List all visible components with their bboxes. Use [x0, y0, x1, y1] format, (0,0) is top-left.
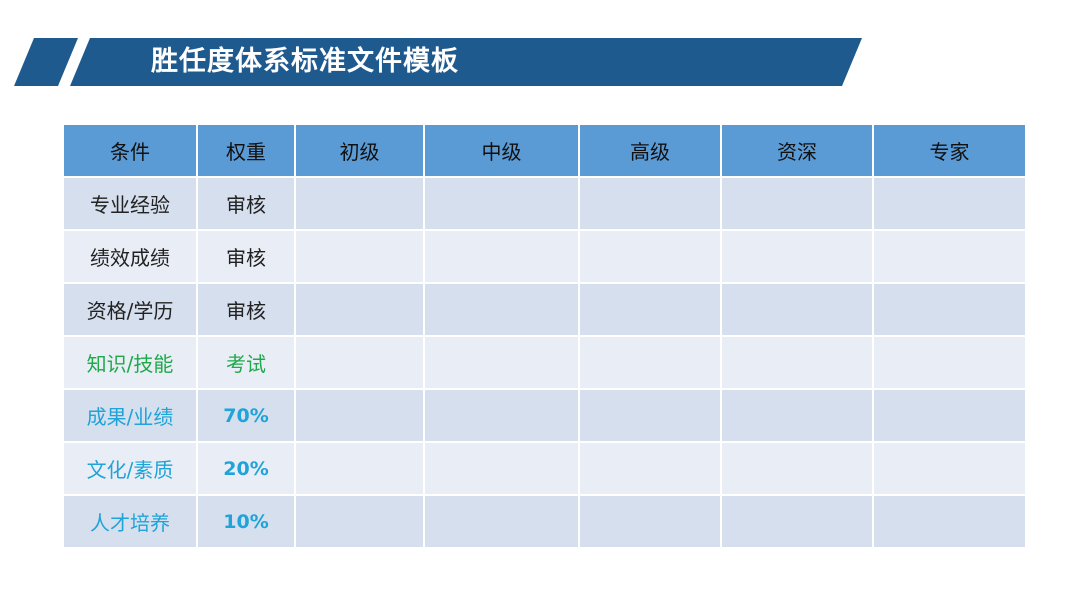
- level-cell: [720, 282, 874, 337]
- level-cell: [423, 176, 580, 231]
- row-condition-label: 文化/素质: [62, 441, 198, 496]
- competency-table: 条件 权重 初级 中级 高级 资深 专家 专业经验 审核 绩效成绩 审核 资格/学历 审核…: [62, 123, 1027, 549]
- level-cell: [294, 282, 425, 337]
- level-cell: [578, 441, 722, 496]
- table-header-row: 条件 权重 初级 中级 高级 资深 专家: [62, 123, 1027, 178]
- row-weight-value: 考试: [196, 335, 296, 390]
- table-row: 绩效成绩 审核: [62, 229, 1027, 284]
- row-condition-label: 知识/技能: [62, 335, 198, 390]
- header-intermediate: 中级: [423, 123, 580, 178]
- level-cell: [423, 388, 580, 443]
- row-weight-value: 70%: [196, 388, 296, 443]
- title-banner-accent: [14, 38, 78, 86]
- level-cell: [578, 388, 722, 443]
- level-cell: [872, 388, 1027, 443]
- table-row: 文化/素质 20%: [62, 441, 1027, 496]
- header-senior: 高级: [578, 123, 722, 178]
- level-cell: [720, 388, 874, 443]
- level-cell: [294, 494, 425, 549]
- row-weight-value: 20%: [196, 441, 296, 496]
- level-cell: [578, 494, 722, 549]
- level-cell: [872, 282, 1027, 337]
- level-cell: [578, 282, 722, 337]
- level-cell: [720, 494, 874, 549]
- level-cell: [872, 229, 1027, 284]
- title-banner: [70, 38, 862, 86]
- level-cell: [578, 229, 722, 284]
- row-condition-label: 成果/业绩: [62, 388, 198, 443]
- row-weight-value: 审核: [196, 176, 296, 231]
- level-cell: [294, 176, 425, 231]
- row-condition-label: 人才培养: [62, 494, 198, 549]
- level-cell: [423, 494, 580, 549]
- level-cell: [872, 494, 1027, 549]
- row-condition-label: 绩效成绩: [62, 229, 198, 284]
- level-cell: [423, 335, 580, 390]
- level-cell: [578, 335, 722, 390]
- table-row: 成果/业绩 70%: [62, 388, 1027, 443]
- table-row: 专业经验 审核: [62, 176, 1027, 231]
- level-cell: [872, 335, 1027, 390]
- level-cell: [720, 176, 874, 231]
- level-cell: [423, 229, 580, 284]
- header-condition: 条件: [62, 123, 198, 178]
- table-row: 知识/技能 考试: [62, 335, 1027, 390]
- header-expert: 专家: [872, 123, 1027, 178]
- row-weight-value: 审核: [196, 229, 296, 284]
- level-cell: [720, 229, 874, 284]
- level-cell: [720, 335, 874, 390]
- row-weight-value: 审核: [196, 282, 296, 337]
- row-weight-value: 10%: [196, 494, 296, 549]
- header-veteran: 资深: [720, 123, 874, 178]
- level-cell: [294, 441, 425, 496]
- level-cell: [423, 441, 580, 496]
- level-cell: [423, 282, 580, 337]
- level-cell: [720, 441, 874, 496]
- header-junior: 初级: [294, 123, 425, 178]
- header-weight: 权重: [196, 123, 296, 178]
- row-condition-label: 资格/学历: [62, 282, 198, 337]
- level-cell: [872, 176, 1027, 231]
- level-cell: [294, 335, 425, 390]
- row-condition-label: 专业经验: [62, 176, 198, 231]
- level-cell: [578, 176, 722, 231]
- level-cell: [294, 388, 425, 443]
- table-row: 人才培养 10%: [62, 494, 1027, 549]
- table-row: 资格/学历 审核: [62, 282, 1027, 337]
- page-title: 胜任度体系标准文件模板: [151, 46, 459, 77]
- level-cell: [294, 229, 425, 284]
- table-body: 专业经验 审核 绩效成绩 审核 资格/学历 审核 知识/技能 考试 成果/业绩 70% 文化/素质 2…: [62, 176, 1027, 549]
- level-cell: [872, 441, 1027, 496]
